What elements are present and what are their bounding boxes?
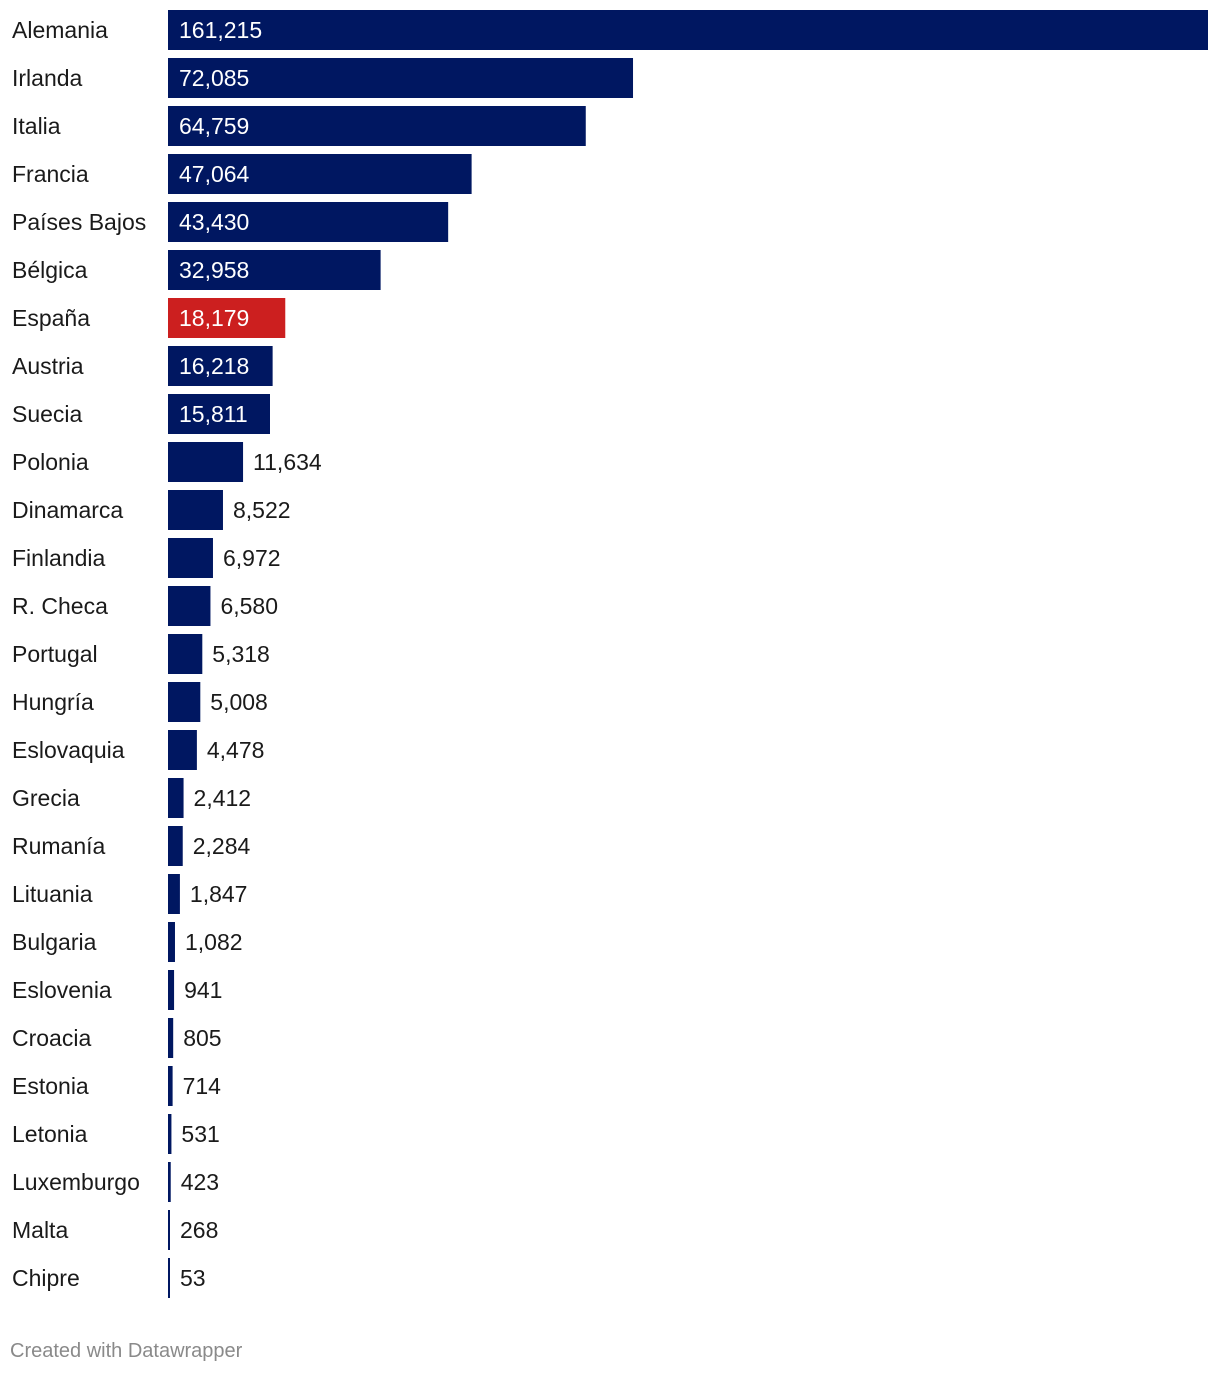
bar-eslovenia — [168, 970, 175, 1010]
bar-hungria — [168, 682, 201, 722]
category-label-bulgaria: Bulgaria — [12, 929, 97, 955]
value-label-finlandia: 6,972 — [223, 545, 281, 571]
category-label-alemania: Alemania — [12, 17, 108, 43]
value-label-espana: 18,179 — [179, 305, 249, 331]
category-label-croacia: Croacia — [12, 1025, 91, 1051]
category-label-r-checa: R. Checa — [12, 593, 108, 619]
value-label-belgica: 32,958 — [179, 257, 249, 283]
value-label-hungria: 5,008 — [210, 689, 268, 715]
category-label-eslovaquia: Eslovaquia — [12, 737, 125, 763]
bar-r-checa — [168, 586, 211, 626]
bar-bulgaria — [168, 922, 175, 962]
value-label-letonia: 531 — [181, 1121, 219, 1147]
value-label-italia: 64,759 — [179, 113, 249, 139]
category-label-espana: España — [12, 305, 90, 331]
bar-chipre — [168, 1258, 170, 1298]
value-label-croacia: 805 — [183, 1025, 221, 1051]
value-label-luxemburgo: 423 — [181, 1169, 219, 1195]
value-label-alemania: 161,215 — [179, 17, 262, 43]
category-label-polonia: Polonia — [12, 449, 89, 475]
category-label-malta: Malta — [12, 1217, 68, 1243]
bar-letonia — [168, 1114, 172, 1154]
category-label-rumania: Rumanía — [12, 833, 106, 859]
value-label-estonia: 714 — [183, 1073, 222, 1099]
bar-lituania — [168, 874, 180, 914]
bar-rumania — [168, 826, 183, 866]
category-label-italia: Italia — [12, 113, 61, 139]
bar-polonia — [168, 442, 244, 482]
bar-irlanda — [168, 58, 634, 98]
category-label-grecia: Grecia — [12, 785, 80, 811]
bar-malta — [168, 1210, 170, 1250]
value-label-eslovenia: 941 — [184, 977, 222, 1003]
bar-francia — [168, 154, 472, 194]
value-label-austria: 16,218 — [179, 353, 249, 379]
category-label-dinamarca: Dinamarca — [12, 497, 123, 523]
bar-suecia — [168, 394, 270, 434]
value-label-polonia: 11,634 — [253, 449, 322, 475]
bar-eslovaquia — [168, 730, 197, 770]
category-label-paises-bajos: Países Bajos — [12, 209, 146, 235]
category-label-suecia: Suecia — [12, 401, 83, 427]
category-label-portugal: Portugal — [12, 641, 98, 667]
value-label-bulgaria: 1,082 — [185, 929, 243, 955]
value-label-eslovaquia: 4,478 — [207, 737, 265, 763]
value-label-chipre: 53 — [180, 1265, 206, 1291]
value-label-r-checa: 6,580 — [220, 593, 278, 619]
value-label-rumania: 2,284 — [193, 833, 251, 859]
bar-estonia — [168, 1066, 173, 1106]
bar-italia — [168, 106, 586, 146]
bar-chart: Alemania 161,215 Irlanda 72,085 Italia 64,759… — [12, 10, 1208, 1298]
value-label-portugal: 5,318 — [212, 641, 270, 667]
bar-austria — [168, 346, 273, 386]
category-label-luxemburgo: Luxemburgo — [12, 1169, 140, 1195]
category-label-eslovenia: Eslovenia — [12, 977, 112, 1003]
category-label-chipre: Chipre — [12, 1265, 80, 1291]
value-label-paises-bajos: 43,430 — [179, 209, 249, 235]
bar-paises-bajos — [168, 202, 449, 242]
bar-grecia — [168, 778, 184, 818]
category-label-austria: Austria — [12, 353, 84, 379]
category-label-francia: Francia — [12, 161, 89, 187]
category-label-estonia: Estonia — [12, 1073, 89, 1099]
value-label-grecia: 2,412 — [194, 785, 252, 811]
bar-dinamarca — [168, 490, 223, 530]
bar-espana — [168, 298, 286, 338]
value-label-malta: 268 — [180, 1217, 218, 1243]
category-label-finlandia: Finlandia — [12, 545, 106, 571]
bar-luxemburgo — [168, 1162, 171, 1202]
category-label-hungria: Hungría — [12, 689, 94, 715]
bar-croacia — [168, 1018, 174, 1058]
bar-finlandia — [168, 538, 213, 578]
value-label-dinamarca: 8,522 — [233, 497, 291, 523]
category-label-belgica: Bélgica — [12, 257, 88, 283]
value-label-suecia: 15,811 — [179, 401, 248, 427]
category-label-lituania: Lituania — [12, 881, 93, 907]
value-label-lituania: 1,847 — [190, 881, 248, 907]
value-label-irlanda: 72,085 — [179, 65, 249, 91]
bar-alemania — [168, 10, 1208, 50]
category-label-irlanda: Irlanda — [12, 65, 83, 91]
value-label-francia: 47,064 — [179, 161, 250, 187]
bar-belgica — [168, 250, 381, 290]
credit-text: Created with Datawrapper — [10, 1340, 243, 1362]
category-label-letonia: Letonia — [12, 1121, 88, 1147]
bar-portugal — [168, 634, 203, 674]
